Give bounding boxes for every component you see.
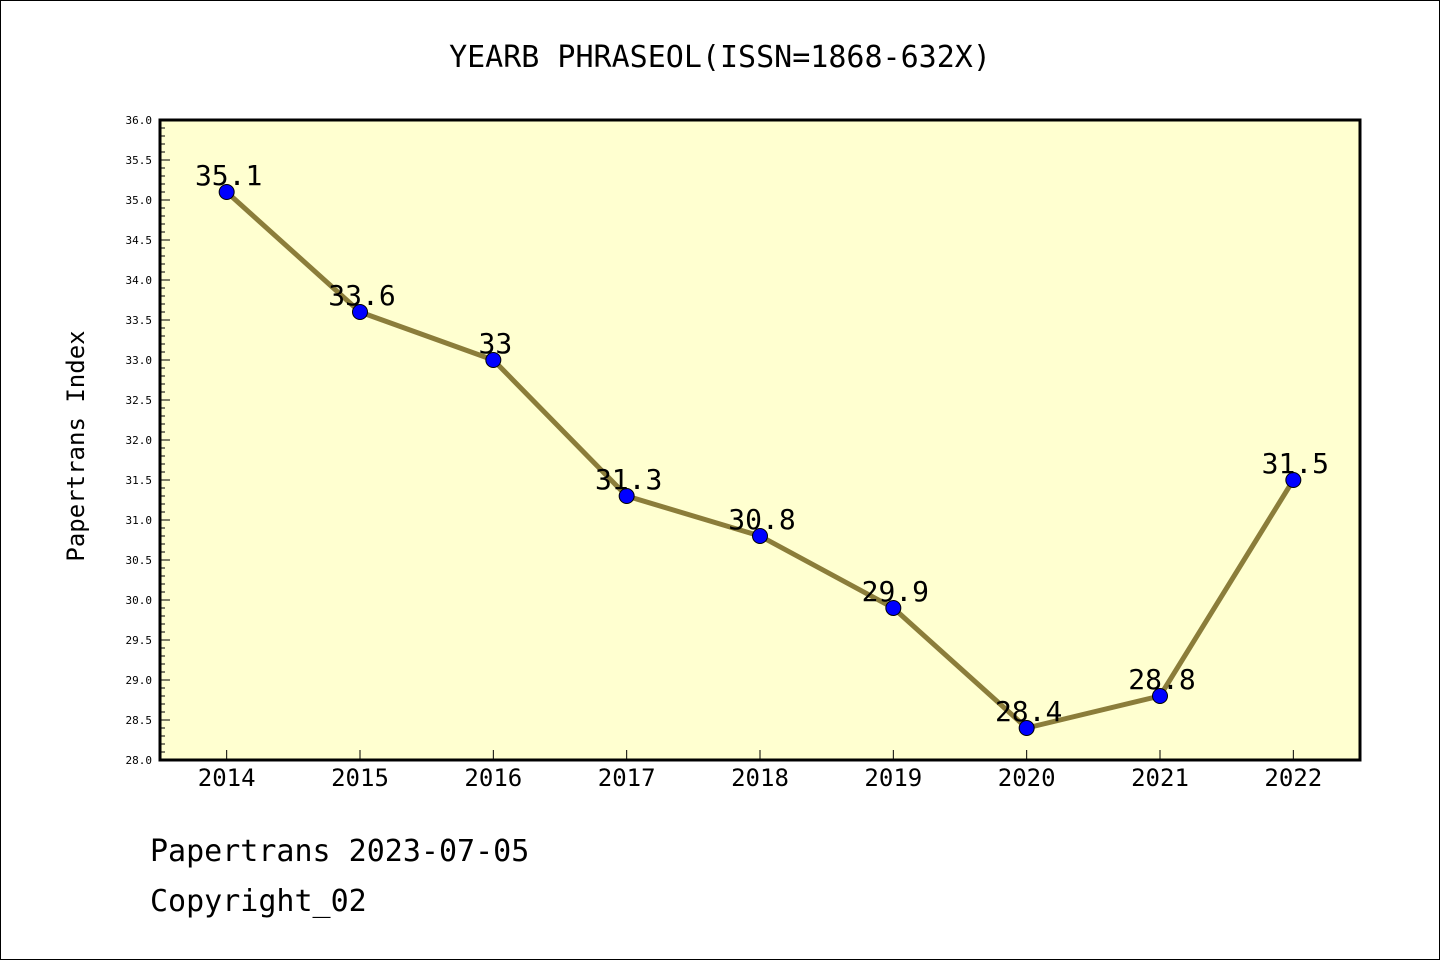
data-label: 33 bbox=[478, 327, 512, 360]
x-tick-label: 2017 bbox=[598, 764, 656, 792]
x-tick-label: 2019 bbox=[864, 764, 922, 792]
x-tick-label: 2020 bbox=[998, 764, 1056, 792]
y-axis-ticks: 28.0 28.5 29.0 29.5 30.0 30.5 31.0 31.5 32.0 32.5… bbox=[126, 114, 170, 767]
y-axis-label: Papertrans Index bbox=[62, 330, 90, 561]
y-tick-label: 33.5 bbox=[126, 314, 153, 327]
y-tick-label: 33.0 bbox=[126, 354, 153, 367]
data-label: 35.1 bbox=[195, 159, 262, 192]
plot-area bbox=[160, 120, 1360, 760]
data-point bbox=[1285, 472, 1302, 488]
y-tick-label: 29.0 bbox=[126, 674, 153, 687]
y-tick-label: 34.0 bbox=[126, 274, 153, 287]
data-label: 33.6 bbox=[328, 279, 395, 312]
x-tick-label: 2016 bbox=[464, 764, 522, 792]
x-axis-ticks: 2014 2015 2016 2017 2018 2019 2020 2021 2022 bbox=[198, 750, 1322, 792]
chart-title: YEARB PHRASEOL(ISSN=1868-632X) bbox=[449, 40, 991, 75]
y-tick-label: 28.0 bbox=[126, 754, 153, 767]
x-tick-label: 2018 bbox=[731, 764, 789, 792]
y-tick-label: 34.5 bbox=[126, 234, 153, 247]
footer-copyright: Copyright_02 bbox=[150, 884, 367, 919]
y-tick-label: 30.5 bbox=[126, 554, 153, 567]
data-point bbox=[752, 528, 768, 544]
y-tick-label: 35.5 bbox=[126, 154, 153, 167]
data-label: 31.3 bbox=[595, 463, 662, 496]
plot-border bbox=[158, 118, 1362, 762]
data-point bbox=[618, 488, 635, 504]
data-points bbox=[218, 184, 1302, 736]
data-point bbox=[485, 352, 502, 368]
y-tick-label: 28.5 bbox=[126, 714, 153, 727]
data-labels: 35.1 33.6 33 31.3 30.8 29.9 28.4 28.8 31.5 bbox=[195, 159, 1329, 728]
data-label: 31.5 bbox=[1262, 447, 1329, 480]
data-label: 29.9 bbox=[862, 575, 929, 608]
data-point bbox=[218, 184, 235, 200]
x-tick-label: 2015 bbox=[331, 764, 389, 792]
y-tick-label: 32.5 bbox=[126, 394, 153, 407]
data-point bbox=[1018, 720, 1035, 736]
footer-date: Papertrans 2023-07-05 bbox=[150, 834, 530, 869]
y-tick-label: 36.0 bbox=[126, 114, 153, 127]
y-tick-label: 30.0 bbox=[126, 594, 153, 607]
data-point bbox=[885, 600, 902, 616]
x-tick-label: 2021 bbox=[1131, 764, 1189, 792]
data-point bbox=[1152, 688, 1168, 704]
x-tick-label: 2022 bbox=[1264, 764, 1322, 792]
y-tick-label: 35.0 bbox=[126, 194, 153, 207]
data-label: 28.8 bbox=[1128, 663, 1195, 696]
y-tick-label: 32.0 bbox=[126, 434, 153, 447]
y-tick-label: 31.0 bbox=[126, 514, 153, 527]
data-label: 30.8 bbox=[728, 503, 795, 536]
x-tick-label: 2014 bbox=[198, 764, 256, 792]
data-label: 28.4 bbox=[995, 695, 1062, 728]
y-tick-label: 31.5 bbox=[126, 474, 153, 487]
y-tick-label: 29.5 bbox=[126, 634, 153, 647]
data-point bbox=[352, 304, 368, 320]
